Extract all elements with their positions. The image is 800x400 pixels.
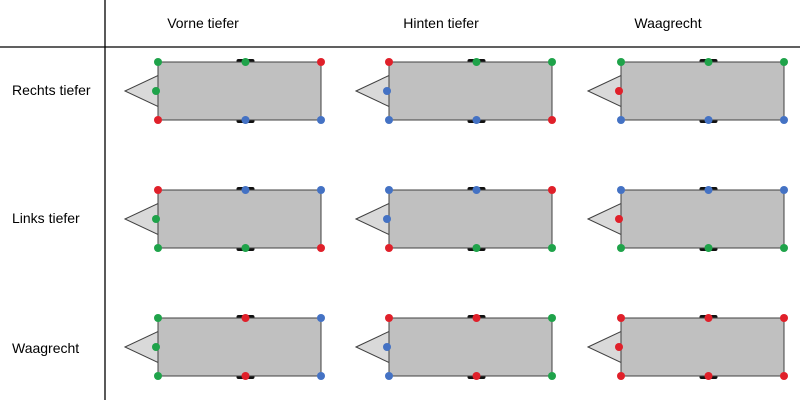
sensor-dot-hitch-red: [615, 343, 623, 351]
sensor-dot-br-blue: [317, 116, 325, 124]
sensor-dot-tm-blue: [241, 186, 250, 194]
sensor-dot-bl-red: [617, 372, 625, 380]
sensor-dot-tm-blue: [704, 186, 713, 194]
sensor-dot-tm-blue: [472, 186, 481, 194]
sensor-dot-bl-green: [617, 244, 625, 252]
row-header-rechts-tiefer: Rechts tiefer: [12, 82, 91, 98]
trailer-waagrecht-hinten-tiefer: [354, 314, 556, 380]
sensor-dot-bl-blue: [385, 116, 393, 124]
sensor-dot-tr-red: [780, 314, 788, 322]
sensor-dot-hitch-red: [615, 215, 623, 223]
trailer-links-tiefer-hinten-tiefer: [354, 186, 556, 252]
sensor-dot-tl-green: [154, 58, 162, 66]
sensor-dot-br-green: [548, 372, 556, 380]
sensor-dot-tr-green: [780, 58, 788, 66]
sensor-dot-bl-green: [154, 372, 162, 380]
sensor-dot-br-red: [780, 372, 788, 380]
sensor-dot-tl-green: [154, 314, 162, 322]
sensor-dot-br-red: [317, 244, 325, 252]
sensor-dot-hitch-green: [152, 215, 160, 223]
trailer-body: [620, 189, 785, 249]
trailer-rechts-tiefer-vorne-tiefer: [123, 58, 325, 124]
sensor-dot-tm-red: [472, 314, 481, 322]
sensor-dot-tm-green: [704, 58, 713, 66]
column-header-waagrecht: Waagrecht: [634, 15, 702, 31]
sensor-dot-bm-green: [241, 244, 250, 252]
trailer-rechts-tiefer-hinten-tiefer: [354, 58, 556, 124]
sensor-dot-bm-red: [241, 372, 250, 380]
trailer-waagrecht-vorne-tiefer: [123, 314, 325, 380]
sensor-dot-hitch-blue: [383, 215, 391, 223]
sensor-dot-bm-red: [472, 372, 481, 380]
trailer-body: [388, 189, 553, 249]
sensor-dot-tr-red: [548, 186, 556, 194]
sensor-dot-hitch-green: [152, 343, 160, 351]
sensor-dot-br-blue: [780, 116, 788, 124]
sensor-dot-tl-blue: [385, 186, 393, 194]
row-header-links-tiefer: Links tiefer: [12, 210, 80, 226]
sensor-dot-br-blue: [317, 372, 325, 380]
sensor-dot-br-red: [548, 116, 556, 124]
trailer-body: [157, 189, 322, 249]
sensor-dot-bm-blue: [241, 116, 250, 124]
sensor-dot-bl-green: [154, 244, 162, 252]
sensor-dot-tr-green: [548, 58, 556, 66]
sensor-dot-hitch-green: [152, 87, 160, 95]
trailer-rechts-tiefer-waagrecht: [586, 58, 788, 124]
sensor-dot-br-green: [780, 244, 788, 252]
sensor-dot-hitch-blue: [383, 343, 391, 351]
trailer-waagrecht-waagrecht: [586, 314, 788, 380]
sensor-dot-hitch-blue: [383, 87, 391, 95]
sensor-dot-br-green: [548, 244, 556, 252]
sensor-dot-tl-blue: [617, 186, 625, 194]
trailer-body: [620, 317, 785, 377]
sensor-dot-tr-red: [317, 58, 325, 66]
sensor-dot-tm-red: [704, 314, 713, 322]
sensor-dot-tl-red: [617, 314, 625, 322]
sensor-dot-hitch-red: [615, 87, 623, 95]
trailer-body: [157, 317, 322, 377]
sensor-dot-tl-red: [154, 186, 162, 194]
sensor-dot-bm-blue: [704, 116, 713, 124]
sensor-dot-tr-blue: [317, 186, 325, 194]
trailer-body: [157, 61, 322, 121]
trailer-links-tiefer-waagrecht: [586, 186, 788, 252]
trailer-body: [388, 61, 553, 121]
sensor-dot-tl-red: [385, 314, 393, 322]
sensor-dot-bm-red: [704, 372, 713, 380]
column-header-hinten-tiefer: Hinten tiefer: [403, 15, 479, 31]
sensor-dot-tr-blue: [780, 186, 788, 194]
sensor-dot-bm-green: [472, 244, 481, 252]
sensor-dot-bl-red: [154, 116, 162, 124]
sensor-dot-bm-blue: [472, 116, 481, 124]
sensor-dot-tr-green: [548, 314, 556, 322]
sensor-dot-tm-red: [241, 314, 250, 322]
sensor-dot-tm-green: [472, 58, 481, 66]
column-header-vorne-tiefer: Vorne tiefer: [167, 15, 239, 31]
trailer-links-tiefer-vorne-tiefer: [123, 186, 325, 252]
sensor-dot-bm-green: [704, 244, 713, 252]
sensor-dot-tm-green: [241, 58, 250, 66]
trailer-body: [620, 61, 785, 121]
row-header-waagrecht: Waagrecht: [12, 340, 80, 356]
sensor-dot-bl-red: [385, 244, 393, 252]
trailer-body: [388, 317, 553, 377]
sensor-dot-tr-blue: [317, 314, 325, 322]
sensor-dot-bl-blue: [385, 372, 393, 380]
sensor-dot-tl-green: [617, 58, 625, 66]
sensor-dot-tl-red: [385, 58, 393, 66]
sensor-dot-bl-blue: [617, 116, 625, 124]
